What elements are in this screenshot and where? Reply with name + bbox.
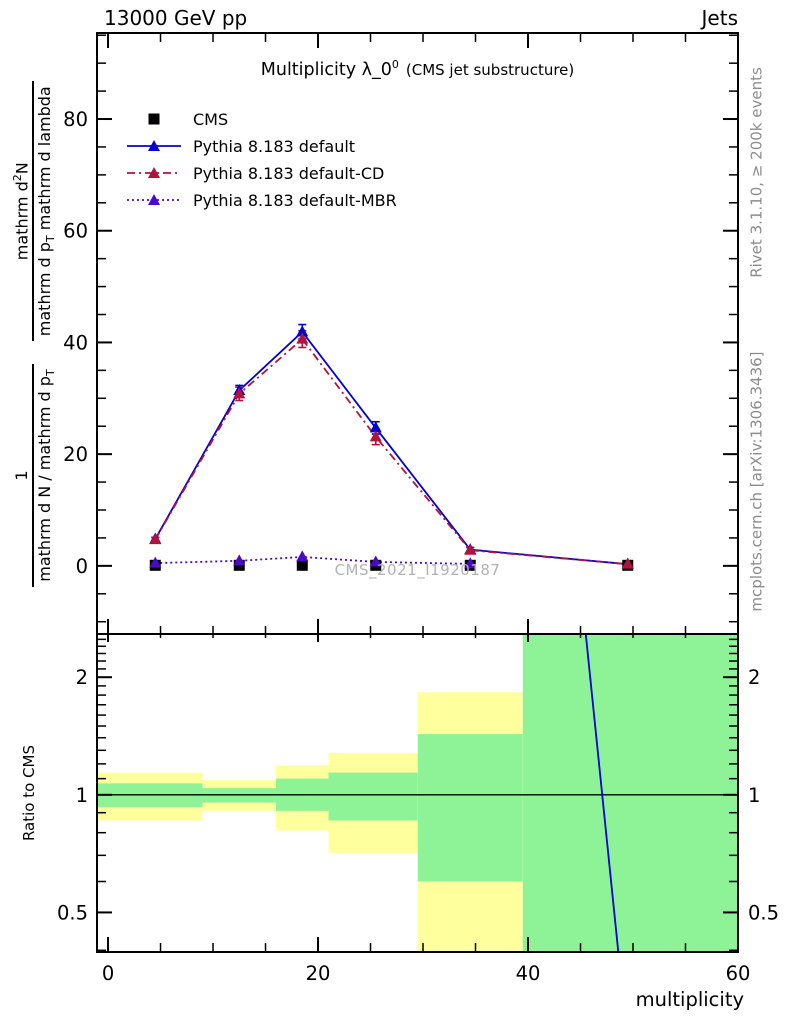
series-line-pythia-8-183-default-cd: [154, 337, 628, 566]
ratio-y-tick-label-left: 0.5: [57, 901, 88, 924]
watermark-text: CMS_2021_I1920187: [334, 561, 501, 579]
y-label-fraction-1: 1 mathrm d N / mathrm d pT: [11, 364, 57, 587]
main-y-tick-label: 20: [63, 443, 88, 466]
main-y-tick-label: 60: [63, 220, 88, 243]
marker-pythia-8-183-default-cd: [464, 543, 477, 555]
axis-ticks: [98, 34, 739, 952]
marker-pythia-8-183-default-cd: [369, 430, 382, 442]
ratio-line-pythia-8-183-default: [584, 635, 620, 951]
marker-pythia-8-183-default-cd: [621, 557, 634, 569]
ratio-panel-border: [96, 633, 739, 953]
x-axis-label: multiplicity: [636, 988, 744, 1011]
marker-pythia-8-183-default: [296, 325, 309, 337]
x-tick-label: 40: [516, 962, 541, 985]
legend-label: Pythia 8.183 default-CD: [193, 163, 385, 183]
x-tick-label: 20: [306, 962, 331, 985]
marker-pythia-8-183-default-mbr: [233, 554, 246, 566]
marker-pythia-8-183-default-mbr: [296, 550, 309, 562]
legend-item-pythia-8-183-default-cd: Pythia 8.183 default-CD: [127, 163, 397, 183]
main-series: [149, 323, 634, 571]
x-tick-label: 60: [726, 962, 751, 985]
series-line-pythia-8-183-default: [154, 330, 628, 566]
marker-pythia-8-183-default-mbr: [464, 557, 477, 569]
tick-labels: 0 20 40 60 80 0 20 40 60 0.5 0.5 1 1 2 2 multiplicity: [57, 108, 779, 1011]
marker-pythia-8-183-default-cd: [149, 533, 162, 545]
plot-title: Multiplicity λ_00 (CMS jet substructure): [97, 58, 738, 80]
plot-title-main: Multiplicity λ_0: [260, 59, 392, 80]
marker-cms: [296, 559, 308, 571]
ratio-y-tick-label-right: 1: [748, 784, 760, 807]
main-y-tick-label: 0: [76, 555, 88, 578]
ratio-band-green-4: [417, 734, 523, 882]
legend: CMS Pythia 8.183 default Pythia 8.183 defa…: [127, 109, 397, 219]
legend-item-pythia-8-183-default: Pythia 8.183 default: [127, 136, 397, 156]
marker-pythia-8-183-default-mbr: [149, 556, 162, 568]
rivet-version-note: Rivet 3.1.10, ≥ 200k events: [747, 67, 766, 278]
plot-title-note: (CMS jet substructure): [405, 60, 575, 79]
marker-pythia-8-183-default: [369, 421, 382, 433]
ratio-y-tick-label-left: 1: [76, 784, 88, 807]
legend-label: Pythia 8.183 default: [193, 136, 356, 156]
mcplots-reference-note: mcplots.cern.ch [arXiv:1306.3436]: [747, 351, 766, 612]
y-label-fraction-2: mathrm d2N mathrm d pT mathrm d lambda: [11, 81, 58, 342]
marker-pythia-8-183-default-mbr: [369, 555, 382, 567]
x-tick-label: 0: [102, 962, 114, 985]
legend-marker-pythia-8-183-default-mbr: [127, 194, 181, 205]
ratio-axis-label: Ratio to CMS: [20, 744, 38, 842]
marker-pythia-8-183-default-cd: [296, 332, 309, 344]
plot-title-superscript: 0: [391, 58, 399, 71]
ratio-band-green-5: [522, 635, 737, 951]
ratio-bands: [98, 635, 737, 951]
analysis-group-label: Jets: [701, 6, 738, 30]
legend-item-cms: CMS: [127, 109, 397, 129]
legend-label: CMS: [193, 109, 229, 129]
beam-energy-label: 13000 GeV pp: [104, 6, 248, 30]
legend-label: Pythia 8.183 default-MBR: [193, 190, 397, 210]
legend-marker-pythia-8-183-default-cd: [127, 167, 181, 178]
legend-marker-pythia-8-183-default: [127, 140, 181, 151]
main-y-tick-label: 80: [63, 108, 88, 131]
legend-item-pythia-8-183-default-mbr: Pythia 8.183 default-MBR: [127, 190, 397, 210]
ratio-band-green-3: [328, 772, 418, 821]
ratio-y-tick-label-right: 0.5: [748, 901, 779, 924]
series-line-pythia-8-183-default-mbr: [155, 556, 471, 565]
main-y-tick-label: 40: [63, 331, 88, 354]
y-axis-label: 1 mathrm d N / mathrm d pT mathrm d2N ma…: [11, 34, 73, 634]
marker-pythia-8-183-default-cd: [233, 387, 246, 399]
ratio-y-tick-label-left: 2: [76, 666, 88, 689]
legend-marker-cms: [148, 113, 160, 125]
ratio-y-tick-label-right: 2: [748, 666, 760, 689]
